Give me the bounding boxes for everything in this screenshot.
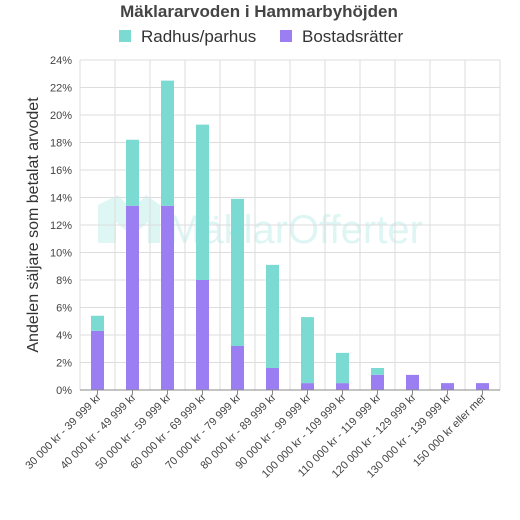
bar-radhus-parhus [196, 124, 209, 280]
y-tick-label: 20% [50, 110, 72, 122]
y-tick-label: 16% [50, 165, 72, 177]
legend: Radhus/parhus Bostadsrätter [119, 27, 403, 46]
bars [91, 80, 489, 390]
bar-bostadsr-tter [336, 383, 349, 390]
bar-bostadsr-tter [371, 374, 384, 390]
watermark-text: MäklarOfferter [168, 208, 423, 252]
grid [79, 59, 501, 391]
bar-bostadsr-tter [441, 383, 454, 390]
legend-swatch-bostadsratter [280, 30, 292, 42]
bar-radhus-parhus [301, 317, 314, 384]
y-tick-label: 22% [50, 83, 72, 95]
bar-radhus-parhus [336, 352, 349, 384]
bar-bostadsr-tter [196, 280, 209, 390]
bar-radhus-parhus [231, 198, 244, 346]
legend-swatch-radhus [119, 30, 131, 42]
bar-bostadsr-tter [301, 383, 314, 390]
y-tick-label: 10% [50, 248, 72, 260]
y-tick-label: 18% [50, 138, 72, 150]
bar-bostadsr-tter [266, 368, 279, 390]
bar-bostadsr-tter [161, 205, 174, 390]
legend-label-bostadsratter: Bostadsrätter [302, 27, 403, 46]
y-tick-label: 8% [56, 275, 72, 287]
y-tick-label: 4% [56, 330, 72, 342]
y-tick-label: 14% [50, 193, 72, 205]
bar-radhus-parhus [91, 315, 104, 331]
bar-radhus-parhus [161, 80, 174, 206]
y-tick-label: 24% [50, 55, 72, 67]
bar-radhus-parhus [266, 264, 279, 368]
y-tick-label: 6% [56, 303, 72, 315]
bar-bostadsr-tter [406, 374, 419, 390]
bar-bostadsr-tter [476, 383, 489, 390]
chart-title: Mäklararvoden i Hammarbyhöjden [120, 2, 398, 21]
bar-bostadsr-tter [126, 205, 139, 390]
bar-radhus-parhus [126, 139, 139, 206]
y-axis-label: Andelen säljare som betalat arvodet [25, 97, 42, 353]
bar-bostadsr-tter [91, 330, 104, 390]
bar-bostadsr-tter [231, 346, 244, 390]
y-tick-label: 12% [50, 220, 72, 232]
y-tick-label: 2% [56, 358, 72, 370]
bar-radhus-parhus [371, 368, 384, 375]
watermark: MäklarOfferter [98, 195, 423, 252]
y-axis-ticks: 0% 2% 4% 6% 8% 10% 12% 14% 16% 18% 20% 22% 24% [50, 55, 72, 397]
legend-label-radhus: Radhus/parhus [141, 27, 256, 46]
y-tick-label: 0% [56, 385, 72, 397]
